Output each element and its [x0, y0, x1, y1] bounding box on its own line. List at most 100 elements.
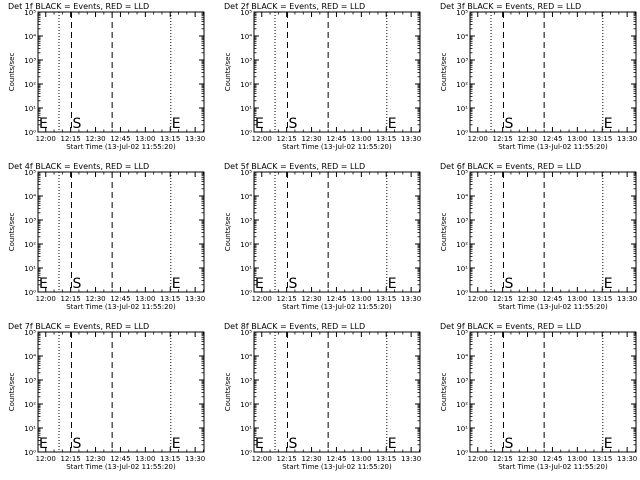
- y-tick-label: 10⁴: [24, 193, 36, 201]
- plot-frame: [469, 171, 637, 293]
- x-tick-label: 12:30: [301, 295, 321, 303]
- x-tick-label: 13:15: [376, 455, 396, 463]
- chart-title: Det 9f BLACK = Events, RED = LLD: [440, 322, 581, 331]
- time-marker-label: E: [172, 436, 181, 452]
- x-tick-label: 12:15: [61, 135, 81, 143]
- y-axis-label: Counts/sec: [440, 213, 448, 252]
- y-axis-label: Counts/sec: [224, 53, 232, 92]
- x-tick-label: 13:30: [617, 455, 637, 463]
- y-tick-label: 10³: [24, 217, 36, 225]
- x-tick-label: 13:15: [376, 135, 396, 143]
- y-tick-label: 10³: [240, 217, 252, 225]
- y-tick-label: 10⁵: [240, 9, 252, 17]
- x-axis-label: Start Time (13-Jul-02 11:55:20): [498, 143, 608, 151]
- y-tick-label: 10³: [456, 377, 468, 385]
- y-axis-label: Counts/sec: [8, 373, 16, 412]
- x-axis-label: Start Time (13-Jul-02 11:55:20): [66, 303, 176, 311]
- y-tick-label: 10⁴: [456, 193, 468, 201]
- x-tick-label: 12:45: [326, 135, 346, 143]
- chart-title: Det 7f BLACK = Events, RED = LLD: [8, 322, 149, 331]
- y-tick-label: 10¹: [456, 425, 468, 433]
- y-tick-label: 10⁰: [240, 289, 252, 297]
- y-tick-label: 10²: [24, 401, 36, 409]
- x-tick-label: 13:00: [351, 135, 371, 143]
- x-axis-label: Start Time (13-Jul-02 11:55:20): [498, 463, 608, 471]
- y-tick-label: 10¹: [24, 265, 36, 273]
- y-tick-label: 10⁴: [456, 33, 468, 41]
- x-tick-label: 13:15: [592, 135, 612, 143]
- x-tick-label: 12:15: [61, 295, 81, 303]
- y-axis-label: Counts/sec: [8, 53, 16, 92]
- plot-frame: [37, 11, 205, 133]
- y-tick-label: 10¹: [240, 425, 252, 433]
- x-tick-label: 12:00: [468, 455, 488, 463]
- x-tick-label: 13:00: [135, 295, 155, 303]
- y-tick-label: 10⁵: [456, 169, 468, 177]
- time-marker-label: E: [39, 116, 48, 132]
- x-tick-label: 13:15: [160, 455, 180, 463]
- x-tick-label: 12:00: [468, 135, 488, 143]
- x-tick-label: 13:00: [351, 295, 371, 303]
- y-tick-label: 10⁵: [456, 329, 468, 337]
- y-tick-label: 10²: [240, 241, 252, 249]
- y-tick-label: 10⁵: [24, 9, 36, 17]
- y-tick-label: 10⁵: [240, 329, 252, 337]
- x-axis-label: Start Time (13-Jul-02 11:55:20): [282, 463, 392, 471]
- x-axis-label: Start Time (13-Jul-02 11:55:20): [282, 303, 392, 311]
- y-tick-label: 10⁰: [456, 449, 468, 457]
- x-tick-label: 13:30: [185, 135, 205, 143]
- x-tick-label: 12:00: [36, 295, 56, 303]
- y-tick-label: 10³: [24, 57, 36, 65]
- time-marker-label: E: [604, 276, 613, 292]
- x-tick-label: 13:00: [567, 135, 587, 143]
- y-tick-label: 10⁴: [240, 33, 252, 41]
- x-tick-label: 12:45: [326, 295, 346, 303]
- y-tick-label: 10²: [240, 401, 252, 409]
- x-axis-label: Start Time (13-Jul-02 11:55:20): [66, 143, 176, 151]
- y-tick-label: 10⁰: [456, 129, 468, 137]
- y-tick-label: 10³: [456, 57, 468, 65]
- x-tick-label: 13:15: [592, 295, 612, 303]
- x-tick-label: 12:00: [36, 455, 56, 463]
- x-axis-label: Start Time (13-Jul-02 11:55:20): [498, 303, 608, 311]
- y-tick-label: 10²: [24, 81, 36, 89]
- y-tick-label: 10⁵: [456, 9, 468, 17]
- y-axis-label: Counts/sec: [8, 213, 16, 252]
- x-tick-label: 12:30: [517, 135, 537, 143]
- x-tick-label: 12:15: [277, 295, 297, 303]
- y-tick-label: 10³: [456, 217, 468, 225]
- time-marker-label: S: [72, 116, 81, 132]
- chart-title: Det 2f BLACK = Events, RED = LLD: [224, 2, 365, 11]
- x-tick-label: 13:30: [617, 135, 637, 143]
- y-tick-label: 10¹: [240, 105, 252, 113]
- time-marker-label: E: [255, 116, 264, 132]
- y-tick-label: 10⁰: [456, 289, 468, 297]
- time-marker-label: E: [604, 436, 613, 452]
- x-tick-label: 12:00: [468, 295, 488, 303]
- y-axis-label: Counts/sec: [224, 373, 232, 412]
- x-tick-label: 12:00: [252, 135, 272, 143]
- y-tick-label: 10³: [240, 377, 252, 385]
- plot-frame: [37, 331, 205, 453]
- x-tick-label: 12:45: [110, 135, 130, 143]
- time-marker-label: S: [504, 436, 513, 452]
- y-tick-label: 10¹: [456, 105, 468, 113]
- x-tick-label: 12:30: [85, 135, 105, 143]
- x-tick-label: 13:00: [567, 295, 587, 303]
- y-tick-label: 10¹: [456, 265, 468, 273]
- chart-panel-3: Det 3f BLACK = Events, RED = LLD 10⁰ 10¹ 10…: [440, 2, 637, 151]
- x-tick-label: 13:00: [351, 455, 371, 463]
- chart-title: Det 6f BLACK = Events, RED = LLD: [440, 162, 581, 171]
- time-marker-label: S: [288, 436, 297, 452]
- y-tick-label: 10⁴: [240, 353, 252, 361]
- y-tick-label: 10⁵: [240, 169, 252, 177]
- y-tick-label: 10⁵: [24, 169, 36, 177]
- time-marker-label: E: [388, 116, 397, 132]
- time-marker-label: E: [172, 116, 181, 132]
- x-tick-label: 13:30: [401, 455, 421, 463]
- y-tick-label: 10⁵: [24, 329, 36, 337]
- x-tick-label: 12:30: [85, 455, 105, 463]
- time-marker-label: S: [72, 436, 81, 452]
- x-tick-label: 12:00: [252, 295, 272, 303]
- plot-frame: [253, 11, 421, 133]
